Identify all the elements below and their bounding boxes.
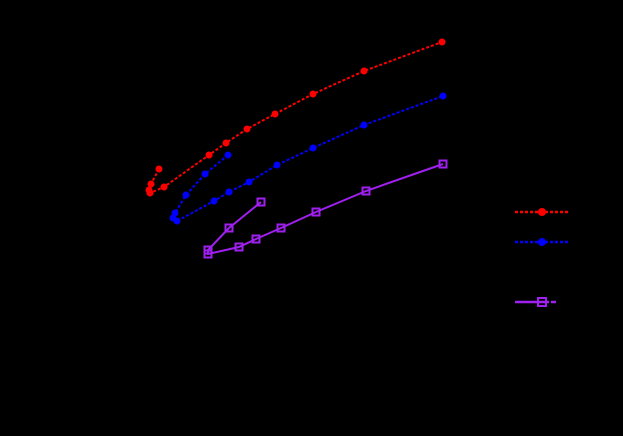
- circle-marker-icon: [538, 238, 546, 246]
- circle-marker-icon: [243, 125, 251, 133]
- circle-marker-icon: [210, 197, 218, 205]
- series-0: [145, 38, 446, 197]
- circle-marker-icon: [147, 180, 155, 188]
- plot-area: [145, 38, 448, 259]
- circle-marker-icon: [205, 151, 213, 159]
- circle-marker-icon: [538, 208, 546, 216]
- square-marker-icon: [224, 223, 234, 233]
- circle-marker-icon: [360, 67, 368, 75]
- circle-marker-icon: [201, 170, 209, 178]
- circle-marker-icon: [222, 139, 230, 147]
- circle-marker-icon: [182, 191, 190, 199]
- circle-marker-icon: [146, 189, 154, 197]
- square-marker-icon: [311, 207, 321, 217]
- circle-marker-icon: [309, 144, 317, 152]
- square-marker-icon: [438, 159, 448, 169]
- legend-item-2: [515, 297, 570, 307]
- legend-item-0: [515, 208, 570, 216]
- square-marker-icon: [203, 249, 213, 259]
- circle-marker-icon: [173, 217, 181, 225]
- circle-marker-icon: [155, 165, 163, 173]
- circle-marker-icon: [225, 188, 233, 196]
- circle-marker-icon: [271, 110, 279, 118]
- square-marker-icon: [361, 186, 371, 196]
- circle-marker-icon: [160, 183, 168, 191]
- legend-item-1: [515, 238, 570, 246]
- legend: [515, 208, 570, 307]
- series-2: [203, 159, 448, 259]
- circle-marker-icon: [245, 178, 253, 186]
- series-1: [169, 92, 447, 225]
- circle-marker-icon: [273, 161, 281, 169]
- circle-marker-icon: [224, 151, 232, 159]
- square-marker-icon: [256, 197, 266, 207]
- circle-marker-icon: [439, 92, 447, 100]
- circle-marker-icon: [438, 38, 446, 46]
- square-marker-icon: [251, 234, 261, 244]
- series-line: [207, 163, 444, 256]
- circle-marker-icon: [360, 121, 368, 129]
- square-marker-icon: [234, 242, 244, 252]
- square-marker-icon: [276, 223, 286, 233]
- square-marker-icon: [537, 297, 547, 307]
- circle-marker-icon: [309, 90, 317, 98]
